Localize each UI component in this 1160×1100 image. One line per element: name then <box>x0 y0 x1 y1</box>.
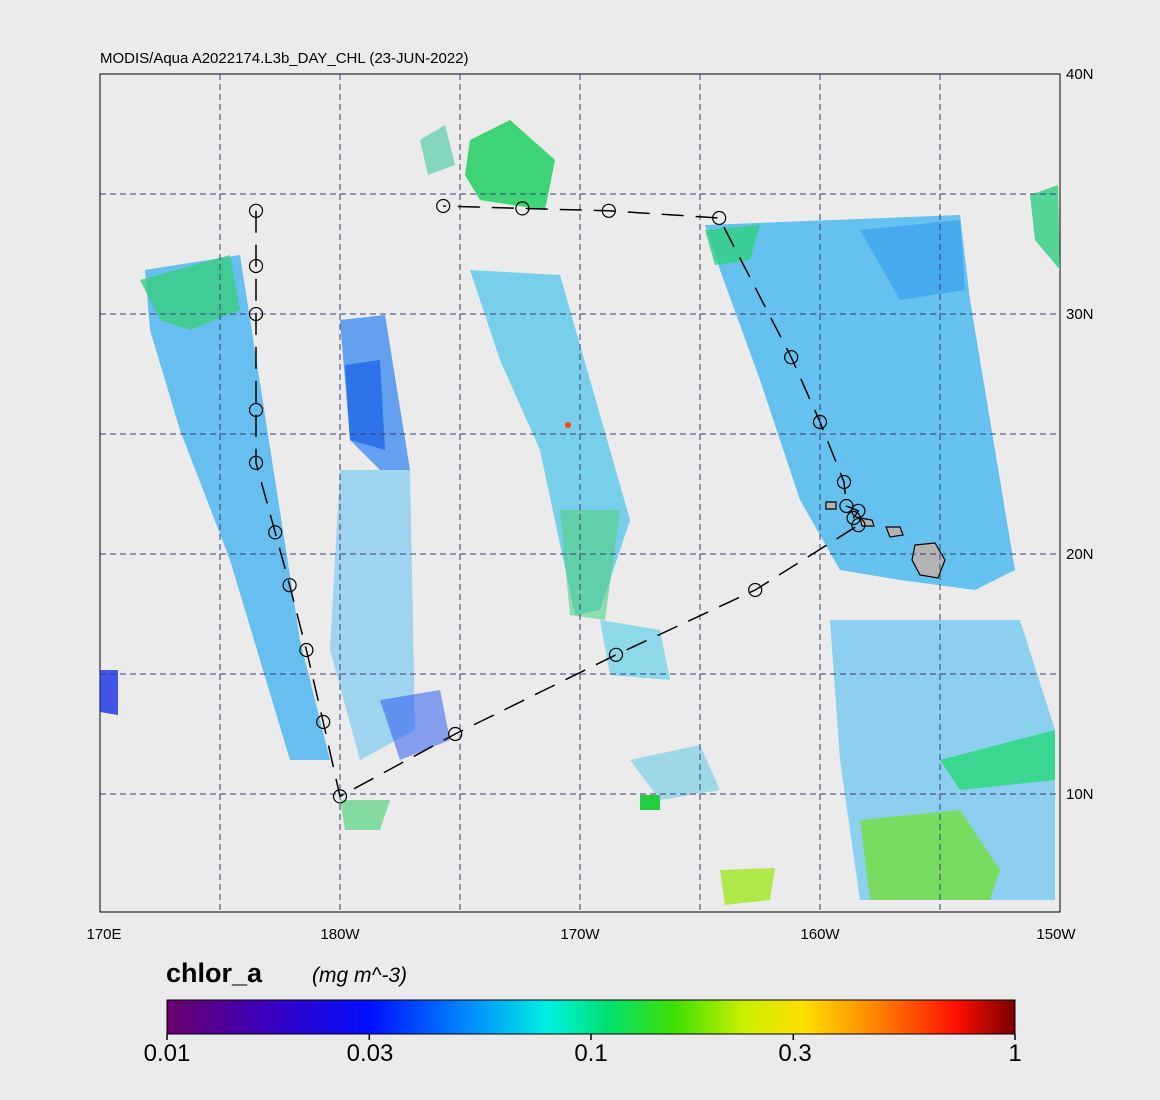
lon-label-170e: 170E <box>86 926 122 943</box>
lon-label-150w: 150W <box>1036 926 1076 943</box>
track-station-marker <box>608 647 624 662</box>
track-line <box>255 205 860 798</box>
swath-left2-dark <box>345 360 385 450</box>
graticule <box>100 74 1060 912</box>
swath-left2-lower <box>330 470 415 760</box>
cruise-track <box>248 198 866 804</box>
colorbar-tick-label: 0.03 <box>346 1040 394 1067</box>
swath-bottom-mid <box>630 745 720 800</box>
track-station-marker <box>515 201 530 216</box>
colorbar-units: (mg m^-3) <box>312 964 408 987</box>
colorbar <box>166 999 1016 1035</box>
island-oahu <box>859 517 875 527</box>
swath-right-top <box>860 220 965 300</box>
track-station-marker <box>248 402 264 418</box>
track-station-marker <box>712 210 727 226</box>
track-station-marker <box>448 726 463 742</box>
swath-top-small <box>420 125 455 175</box>
track-station-marker <box>851 518 866 533</box>
chlorophyll-swaths <box>100 120 1060 905</box>
track-station-marker <box>332 789 348 804</box>
swath-left-green <box>140 255 240 330</box>
track-station-marker <box>299 642 314 658</box>
swath-middle-lower <box>600 620 670 680</box>
patch-blue-low <box>380 690 450 760</box>
swath-middle-green <box>560 510 620 620</box>
swath-right-lower-green <box>940 730 1055 790</box>
colorbar-tick-label: 0.1 <box>574 1040 608 1067</box>
lon-label-160w: 160W <box>800 926 840 943</box>
lon-label-170w: 170W <box>560 926 600 943</box>
chl-hotspot <box>565 422 571 428</box>
colorbar-tick-label: 0.01 <box>143 1040 191 1067</box>
swath-far-right <box>1030 185 1060 270</box>
swath-right <box>705 215 1015 590</box>
lat-label-40n: 40N <box>1066 66 1094 83</box>
track-station-marker <box>282 578 297 593</box>
track-station-marker <box>836 474 852 490</box>
swath-left <box>145 255 330 760</box>
track-station-marker <box>839 498 854 514</box>
colorbar-ticks <box>166 1034 1016 1040</box>
track-station-marker <box>268 525 283 540</box>
track-station-marker <box>248 455 264 470</box>
swath-top-green <box>465 120 555 210</box>
track-station-marker <box>436 198 451 214</box>
patch-yellowgreen <box>720 868 775 905</box>
track-station-marker <box>316 714 331 730</box>
track-station-marker <box>851 503 866 518</box>
map-title: MODIS/Aqua A2022174.L3b_DAY_CHL (23-JUN-… <box>100 50 469 67</box>
patch-green-low <box>340 800 390 830</box>
colorbar-variable: chlor_a <box>166 958 263 988</box>
colorbar-tick-label: 1 <box>1008 1040 1022 1067</box>
island-kauai <box>825 501 837 510</box>
patch-left-edge <box>100 670 118 715</box>
island-maui <box>885 526 904 538</box>
track-station-marker <box>812 414 828 430</box>
lat-label-10n: 10N <box>1066 786 1094 803</box>
track-station-marker <box>248 258 264 274</box>
swath-right-bottom-green <box>860 810 1000 900</box>
patch-green-1 <box>640 795 660 810</box>
hawaii-islands <box>825 501 946 579</box>
island-big-island <box>911 542 946 579</box>
track-station-marker <box>248 203 264 218</box>
track-station-marker <box>784 350 799 365</box>
track-station-marker <box>748 582 763 598</box>
track-station-marker <box>846 510 861 526</box>
track-station-marker <box>601 203 616 218</box>
lat-label-30n: 30N <box>1066 306 1094 323</box>
lat-label-20n: 20N <box>1066 546 1094 563</box>
track-station-marker <box>248 306 264 322</box>
colorbar-tick-label: 0.3 <box>778 1040 812 1067</box>
lon-label-180w: 180W <box>320 926 360 943</box>
